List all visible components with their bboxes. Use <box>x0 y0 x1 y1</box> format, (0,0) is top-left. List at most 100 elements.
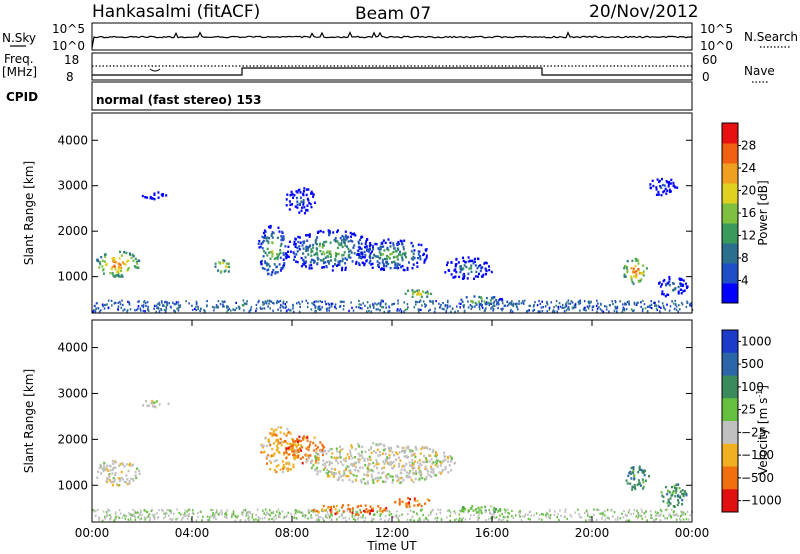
scatter-cell <box>272 454 275 457</box>
velocity-ylabel: Slant Range [km] <box>22 369 36 473</box>
scatter-cell <box>379 252 382 255</box>
scatter-cell <box>223 305 225 308</box>
scatter-cell <box>298 245 301 248</box>
scatter-cell <box>166 301 169 304</box>
scatter-cell <box>134 516 136 519</box>
scatter-cell <box>325 240 328 243</box>
scatter-cell <box>564 305 567 308</box>
scatter-cell <box>395 514 398 517</box>
scatter-cell <box>418 478 421 481</box>
scatter-cell <box>381 509 384 513</box>
scatter-cell <box>279 431 282 434</box>
scatter-cell <box>135 260 138 264</box>
scatter-cell <box>298 439 301 442</box>
scatter-cell <box>651 179 654 182</box>
scatter-cell <box>410 257 413 260</box>
scatter-cell <box>628 300 630 303</box>
scatter-cell <box>325 303 327 306</box>
scatter-cell <box>368 455 371 459</box>
scatter-cell <box>282 517 285 520</box>
scatter-cell <box>630 477 633 480</box>
scatter-cell <box>131 253 134 256</box>
scatter-cell <box>438 302 440 305</box>
scatter-cell <box>403 252 406 255</box>
scatter-cell <box>119 275 122 278</box>
scatter-cell <box>681 503 684 506</box>
scatter-cell <box>266 511 268 514</box>
scatter-cell <box>294 443 297 446</box>
scatter-cell <box>105 515 108 518</box>
scatter-cell <box>501 299 504 302</box>
scatter-cell <box>119 303 122 306</box>
scatter-cell <box>298 248 301 251</box>
scatter-cell <box>271 434 274 438</box>
scatter-cell <box>117 305 120 308</box>
scatter-cell <box>490 296 493 299</box>
scatter-cell <box>173 512 175 515</box>
scatter-cell <box>637 268 640 271</box>
scatter-cell <box>345 235 348 239</box>
scatter-cell <box>313 303 316 306</box>
scatter-cell <box>367 306 369 309</box>
scatter-cell <box>391 261 393 264</box>
scatter-cell <box>339 260 342 263</box>
scatter-cell <box>476 511 479 514</box>
scatter-cell <box>293 252 296 255</box>
scatter-cell <box>317 456 320 459</box>
scatter-cell <box>420 463 423 467</box>
scatter-cell <box>668 309 671 312</box>
scatter-cell <box>98 310 101 313</box>
scatter-cell <box>357 249 360 252</box>
scatter-cell <box>677 483 680 486</box>
scatter-cell <box>627 474 630 477</box>
scatter-cell <box>510 308 512 311</box>
scatter-cell <box>304 261 307 265</box>
scatter-cell <box>637 479 640 482</box>
scatter-cell <box>634 264 637 268</box>
scatter-cell <box>337 263 340 266</box>
scatter-cell <box>357 262 360 265</box>
scatter-cell <box>388 514 391 517</box>
scatter-cell <box>160 300 163 303</box>
scatter-cell <box>280 242 283 246</box>
scatter-cell <box>124 263 127 266</box>
scatter-cell <box>434 463 437 467</box>
scatter-cell <box>215 517 217 520</box>
scatter-cell <box>341 300 343 303</box>
scatter-cell <box>406 266 409 270</box>
scatter-cell <box>234 309 236 312</box>
scatter-cell <box>96 258 99 261</box>
scatter-cell <box>636 483 639 487</box>
scatter-cell <box>364 510 367 514</box>
scatter-cell <box>348 508 351 511</box>
scatter-cell <box>390 463 393 466</box>
scatter-cell <box>329 241 332 244</box>
scatter-cell <box>475 511 478 514</box>
colorbar-tick-label: 4 <box>741 274 749 288</box>
scatter-cell <box>146 404 149 407</box>
scatter-cell <box>493 506 496 510</box>
scatter-cell <box>369 252 372 255</box>
scatter-cell <box>428 499 431 502</box>
scatter-cell <box>318 305 321 308</box>
scatter-cell <box>430 465 433 468</box>
scatter-cell <box>668 491 671 494</box>
scatter-cell <box>539 310 541 313</box>
scatter-cell <box>650 303 653 306</box>
scatter-cell <box>272 309 274 312</box>
scatter-cell <box>459 519 462 522</box>
scatter-cell <box>169 305 172 308</box>
scatter-cell <box>436 516 439 520</box>
scatter-cell <box>117 262 120 265</box>
scatter-cell <box>300 511 302 514</box>
scatter-cell <box>132 254 135 258</box>
scatter-cell <box>349 452 352 455</box>
scatter-cell <box>426 295 429 298</box>
scatter-cell <box>186 517 189 520</box>
scatter-cell <box>474 305 476 308</box>
scatter-cell <box>383 249 386 252</box>
scatter-cell <box>419 299 422 302</box>
scatter-cell <box>284 245 287 248</box>
scatter-cell <box>427 309 430 312</box>
scatter-cell <box>360 303 362 306</box>
